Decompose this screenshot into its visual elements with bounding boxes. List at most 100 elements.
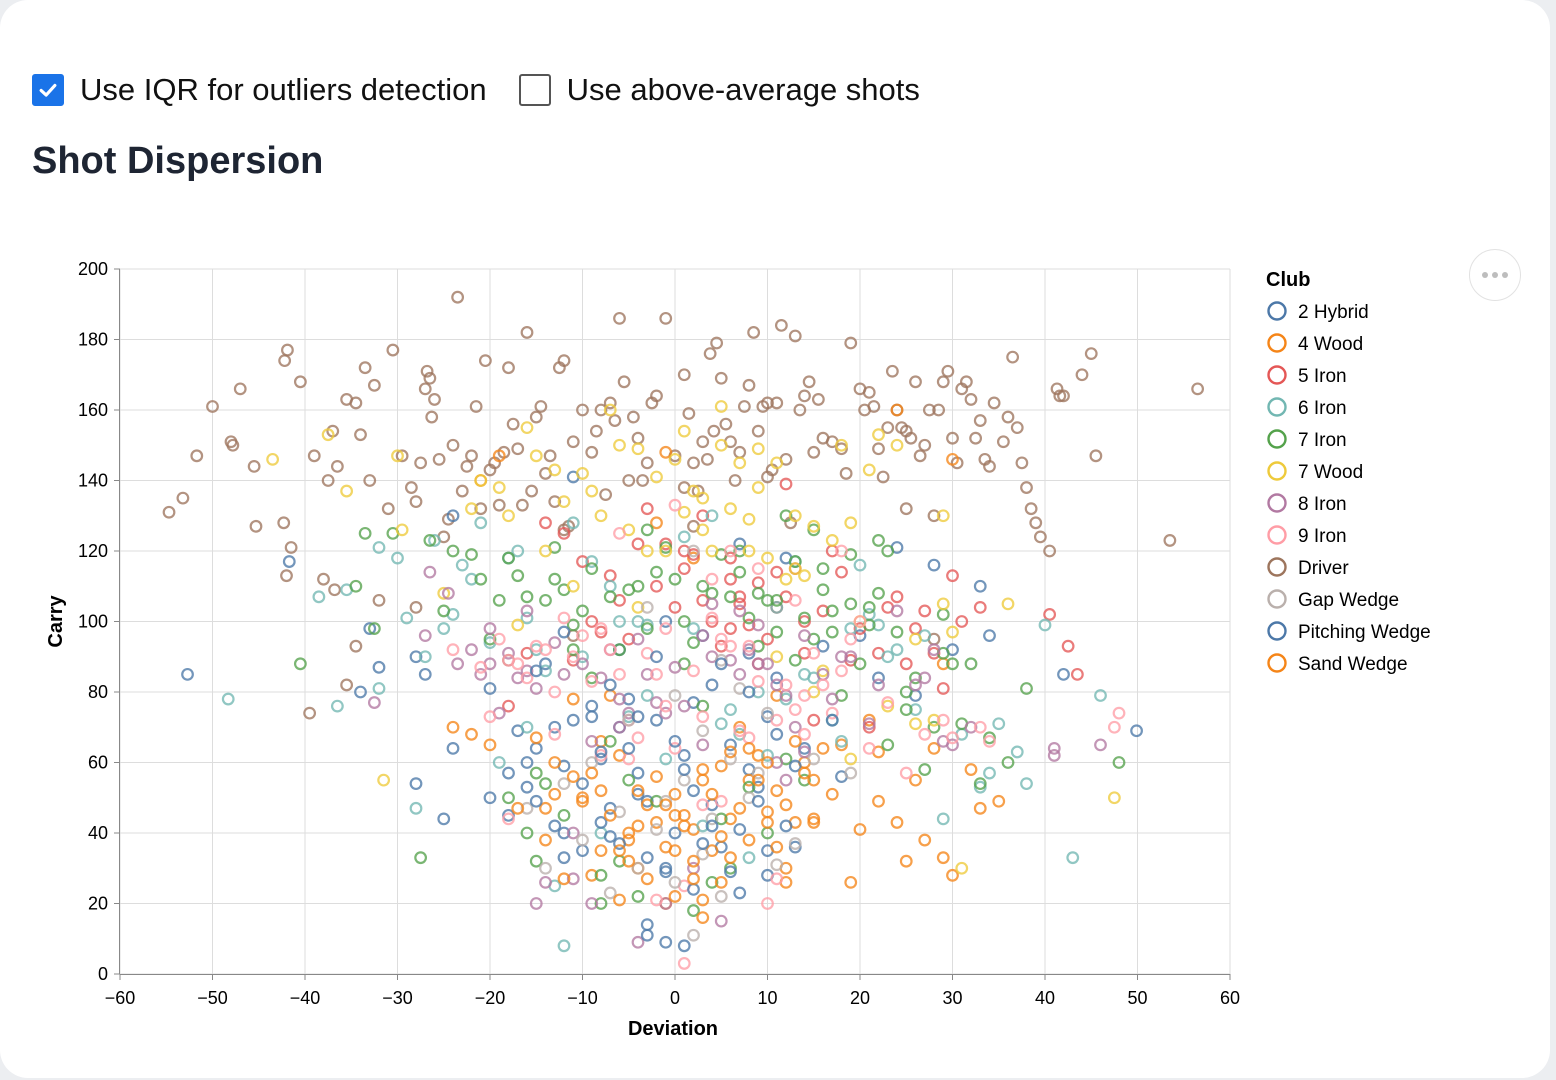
data-point	[502, 791, 515, 805]
data-point	[705, 819, 719, 833]
data-point	[328, 583, 342, 597]
data-point	[872, 618, 885, 632]
legend-label: 8 Iron	[1298, 494, 1347, 515]
data-point	[705, 597, 719, 611]
data-point	[631, 731, 645, 745]
data-point	[626, 410, 640, 424]
data-point	[557, 939, 571, 953]
data-point	[705, 544, 719, 558]
data-point	[770, 872, 784, 886]
data-point	[585, 699, 599, 713]
data-point	[668, 660, 682, 674]
data-point	[659, 861, 673, 875]
data-point	[696, 893, 710, 907]
data-point	[807, 816, 821, 829]
data-point	[492, 481, 506, 494]
data-point	[714, 717, 728, 731]
series-9-iron	[446, 498, 1126, 970]
data-point	[761, 632, 774, 646]
data-point	[640, 456, 654, 470]
data-point	[1006, 350, 1020, 364]
data-point	[381, 502, 395, 516]
data-point	[890, 403, 904, 417]
data-point	[1053, 389, 1067, 403]
data-point	[714, 914, 728, 928]
data-point	[714, 438, 728, 452]
data-point	[465, 727, 478, 741]
data-point	[677, 749, 691, 762]
data-point	[1010, 745, 1024, 759]
iqr-checkbox[interactable]	[32, 74, 64, 106]
data-point	[677, 562, 691, 576]
data-point	[788, 562, 802, 576]
legend-label: Pitching Wedge	[1298, 622, 1431, 643]
data-point	[539, 516, 552, 530]
data-point	[266, 452, 280, 466]
y-tick-label: 140	[78, 471, 108, 491]
data-point	[367, 622, 381, 635]
above-average-checkbox[interactable]	[518, 74, 551, 106]
data-point	[622, 773, 636, 787]
legend-symbol	[1267, 365, 1287, 385]
data-point	[867, 400, 881, 413]
y-tick-label: 20	[88, 894, 108, 914]
data-point	[779, 798, 793, 812]
chart-actions-button[interactable]	[1469, 249, 1521, 301]
data-point	[751, 618, 765, 632]
data-point	[566, 618, 580, 632]
data-point	[613, 692, 626, 706]
legend-label: 6 Iron	[1298, 398, 1347, 419]
data-point	[372, 682, 386, 695]
data-point	[659, 752, 673, 766]
data-point	[779, 509, 793, 523]
page-title: Shot Dispersion	[32, 140, 324, 182]
data-point	[1070, 667, 1084, 681]
data-point	[909, 678, 922, 692]
legend-symbol	[1267, 397, 1287, 417]
data-point	[659, 615, 673, 628]
data-point	[506, 417, 520, 431]
data-point	[876, 470, 890, 484]
data-point	[451, 657, 465, 671]
data-point	[770, 601, 784, 614]
iqr-option[interactable]: Use IQR for outliers detection	[32, 72, 487, 108]
data-point	[548, 463, 562, 477]
data-point	[529, 731, 543, 745]
data-point	[631, 579, 645, 593]
data-point	[659, 706, 673, 720]
legend-label: 7 Iron	[1298, 430, 1347, 451]
data-point	[349, 396, 363, 410]
data-point	[724, 502, 737, 516]
data-point	[303, 706, 317, 720]
data-point	[835, 565, 848, 579]
data-point	[469, 400, 483, 413]
data-point	[446, 720, 460, 734]
data-point	[696, 435, 710, 449]
data-point	[576, 604, 589, 618]
data-point	[724, 572, 737, 586]
legend-label: 7 Wood	[1298, 462, 1363, 483]
above-average-option[interactable]: Use above-average shots	[518, 72, 920, 108]
data-point	[696, 724, 710, 738]
data-point	[793, 403, 807, 417]
data-point	[714, 830, 728, 843]
data-point	[816, 604, 830, 618]
data-point	[585, 734, 599, 748]
x-tick-label: −60	[105, 988, 136, 1008]
data-point	[613, 893, 626, 907]
data-point	[881, 738, 895, 752]
data-point	[631, 890, 645, 903]
data-point	[946, 569, 959, 583]
data-point	[312, 590, 326, 604]
data-point	[696, 710, 710, 724]
data-point	[622, 474, 636, 487]
data-point	[733, 724, 747, 738]
data-point	[1038, 618, 1052, 632]
data-point	[816, 639, 830, 653]
y-tick-label: 200	[78, 259, 108, 279]
data-point	[548, 787, 562, 801]
legend-label: 9 Iron	[1298, 526, 1347, 547]
data-point	[557, 611, 571, 625]
data-point	[539, 777, 552, 791]
data-point	[714, 371, 728, 385]
